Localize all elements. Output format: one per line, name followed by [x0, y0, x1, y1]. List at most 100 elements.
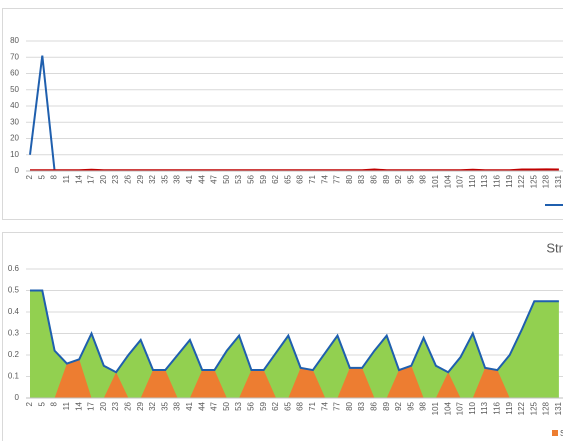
y-tick-label: 80 — [10, 36, 19, 45]
x-tick-label: 53 — [234, 401, 243, 410]
x-tick-label: 89 — [382, 401, 391, 410]
x-tick-label: 26 — [124, 401, 133, 410]
x-tick-label: 44 — [197, 174, 206, 183]
x-tick-label: 8 — [50, 174, 59, 179]
x-tick-label: 47 — [210, 401, 219, 410]
x-tick-label: 29 — [136, 174, 145, 183]
y-tick-label: 0.4 — [8, 307, 20, 316]
line — [30, 168, 559, 172]
x-tick-label: 26 — [124, 174, 133, 183]
x-tick-label: 32 — [148, 174, 157, 183]
x-tick-label: 125 — [529, 174, 538, 188]
x-tick-label: 98 — [419, 401, 428, 410]
x-tick-label: 20 — [99, 401, 108, 410]
y-tick-label: 30 — [10, 117, 19, 126]
chart-frame — [2, 232, 563, 441]
area — [30, 359, 559, 398]
x-tick-label: 38 — [173, 401, 182, 410]
x-tick-label: 65 — [283, 401, 292, 410]
x-tick-label: 131 — [554, 174, 563, 188]
x-tick-label: 116 — [493, 174, 502, 187]
x-tick-label: 20 — [99, 174, 108, 183]
x-tick-label: 83 — [357, 401, 366, 410]
x-tick-label: 107 — [456, 401, 465, 415]
x-tick-label: 2 — [25, 174, 34, 179]
x-tick-label: 110 — [468, 401, 477, 414]
x-tick-label: 14 — [74, 174, 83, 183]
x-tick-label: 131 — [554, 401, 563, 415]
x-tick-label: 62 — [271, 174, 280, 183]
y-tick-label: 0.5 — [8, 286, 20, 295]
x-tick-label: 128 — [542, 174, 551, 188]
x-tick-label: 68 — [296, 174, 305, 183]
line — [30, 289, 559, 374]
x-tick-label: 98 — [419, 174, 428, 183]
x-tick-label: 110 — [468, 174, 477, 187]
x-tick-label: 65 — [283, 174, 292, 183]
y-tick-label: 20 — [10, 134, 19, 143]
x-tick-label: 62 — [271, 401, 280, 410]
x-tick-label: 44 — [197, 401, 206, 410]
x-tick-label: 122 — [517, 401, 526, 415]
x-tick-label: 14 — [74, 401, 83, 410]
x-tick-label: 47 — [210, 174, 219, 183]
x-tick-label: 107 — [456, 174, 465, 188]
x-tick-label: 80 — [345, 401, 354, 410]
legend-label: S — [560, 429, 563, 438]
x-tick-label: 77 — [333, 401, 342, 410]
x-tick-label: 71 — [308, 401, 317, 410]
x-tick-label: 77 — [333, 174, 342, 183]
x-tick-label: 80 — [345, 174, 354, 183]
y-tick-label: 70 — [10, 52, 19, 61]
x-tick-label: 17 — [87, 174, 96, 183]
x-tick-label: 59 — [259, 401, 268, 410]
x-tick-label: 23 — [111, 401, 120, 410]
y-tick-label: 40 — [10, 101, 19, 110]
x-tick-label: 104 — [443, 174, 452, 188]
x-tick-label: 56 — [247, 174, 256, 183]
x-tick-label: 119 — [505, 174, 514, 187]
x-tick-label: 5 — [37, 174, 46, 179]
x-tick-label: 41 — [185, 401, 194, 410]
x-tick-label: 95 — [406, 401, 415, 410]
x-tick-label: 95 — [406, 174, 415, 183]
x-tick-label: 17 — [87, 401, 96, 410]
x-tick-label: 92 — [394, 174, 403, 183]
x-tick-label: 125 — [529, 401, 538, 415]
y-tick-label: 0.2 — [8, 350, 20, 359]
x-tick-label: 101 — [431, 174, 440, 188]
x-tick-label: 50 — [222, 174, 231, 183]
x-tick-label: 56 — [247, 401, 256, 410]
x-tick-label: 11 — [62, 401, 71, 410]
x-tick-label: 8 — [50, 401, 59, 406]
x-tick-label: 32 — [148, 401, 157, 410]
x-tick-label: 68 — [296, 401, 305, 410]
x-tick-label: 41 — [185, 174, 194, 183]
y-tick-label: 0.1 — [8, 372, 20, 381]
x-tick-label: 38 — [173, 174, 182, 183]
x-tick-label: 122 — [517, 174, 526, 188]
x-tick-label: 113 — [480, 174, 489, 187]
x-tick-label: 116 — [493, 401, 502, 414]
x-tick-label: 89 — [382, 174, 391, 183]
x-tick-label: 86 — [370, 174, 379, 183]
line — [29, 55, 56, 172]
x-tick-label: 92 — [394, 401, 403, 410]
legend-swatch — [552, 430, 558, 436]
y-tick-label: 60 — [10, 69, 19, 78]
chart-title: Str — [546, 240, 563, 255]
y-tick-label: 0 — [15, 393, 20, 402]
y-tick-label: 50 — [10, 85, 19, 94]
x-tick-label: 101 — [431, 401, 440, 415]
x-tick-label: 71 — [308, 174, 317, 183]
x-tick-label: 74 — [320, 174, 329, 183]
x-tick-label: 23 — [111, 174, 120, 183]
x-tick-label: 86 — [370, 401, 379, 410]
x-tick-label: 5 — [37, 401, 46, 406]
x-tick-label: 50 — [222, 401, 231, 410]
chart-frame — [2, 8, 563, 220]
x-tick-label: 2 — [25, 401, 34, 406]
y-tick-label: 0.6 — [8, 264, 20, 273]
x-tick-label: 11 — [62, 174, 71, 183]
